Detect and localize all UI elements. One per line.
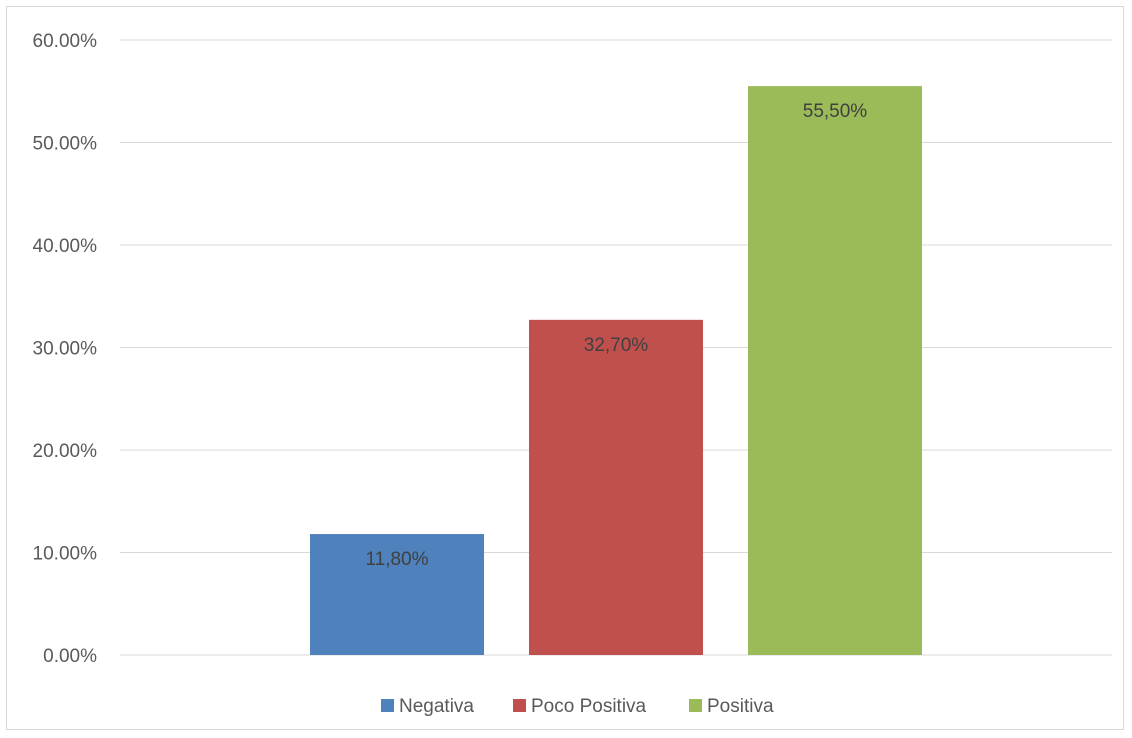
y-axis-tick-labels: 0.00% 10.00% 20.00% 30.00% 40.00% 50.00% 60.00…: [33, 31, 98, 667]
y-tick-label: 0.00%: [43, 646, 97, 667]
legend-label: Negativa: [399, 696, 474, 717]
legend-label: Positiva: [707, 696, 774, 717]
bar-positiva: [748, 86, 922, 655]
legend-swatch: [689, 699, 702, 712]
data-label: 32,70%: [584, 335, 649, 356]
y-tick-label: 40.00%: [33, 236, 98, 257]
data-label: 55,50%: [803, 101, 868, 122]
y-tick-label: 50.00%: [33, 134, 98, 155]
legend: Negativa Poco Positiva Positiva: [381, 696, 774, 717]
legend-label: Poco Positiva: [531, 696, 647, 717]
data-label: 11,80%: [365, 549, 428, 570]
bar-negativa: [310, 534, 484, 655]
y-tick-label: 20.00%: [33, 441, 98, 462]
gridlines: [120, 39, 1112, 656]
y-tick-label: 30.00%: [33, 339, 98, 360]
data-labels: 11,80% 32,70% 55,50%: [365, 101, 867, 570]
bar-poco-positiva: [529, 319, 703, 655]
legend-swatch: [381, 699, 394, 712]
bars: [310, 86, 922, 655]
y-tick-label: 60.00%: [33, 31, 98, 52]
y-tick-label: 10.00%: [33, 544, 98, 565]
legend-swatch: [513, 699, 526, 712]
